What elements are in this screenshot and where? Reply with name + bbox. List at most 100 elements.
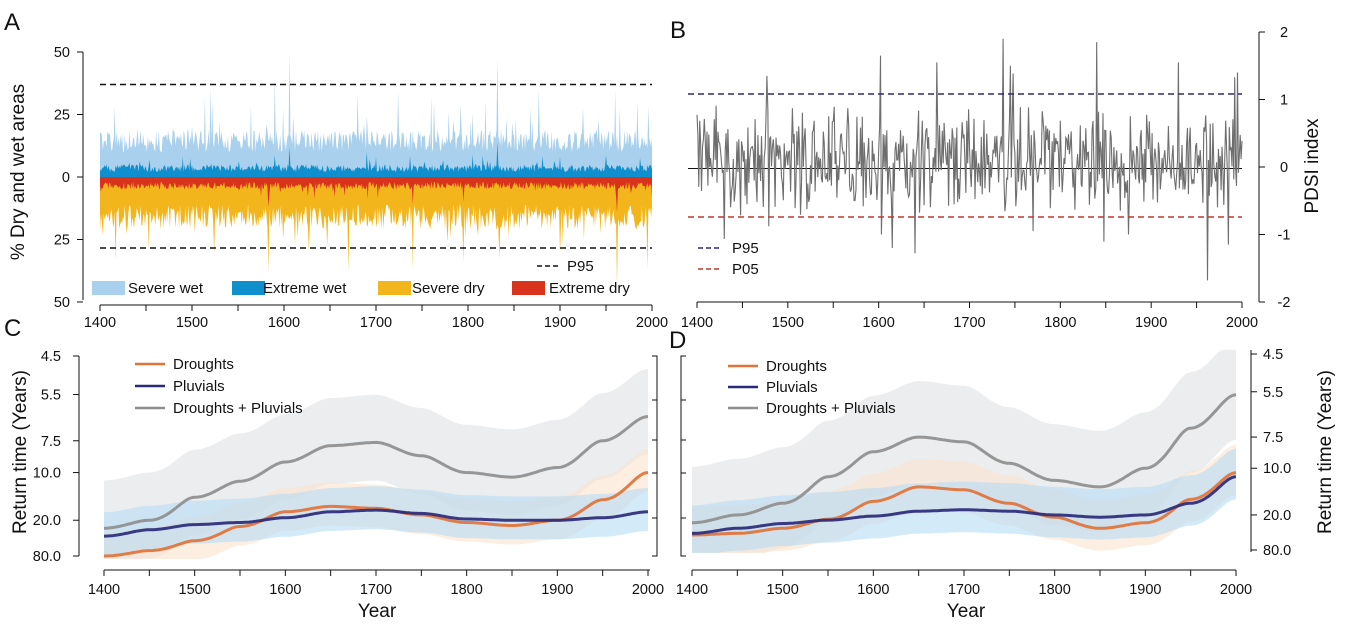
panel-c-y-label: Return time (Years) (10, 370, 31, 534)
legend-a-extreme-dry-swatch (512, 281, 545, 295)
panel-d-x-tick-label: 1500 (767, 582, 799, 598)
panel-d-x-tick-label: 1600 (857, 582, 889, 598)
panel-b-x-tick-label: 1400 (681, 315, 713, 331)
panel-c-line-droughts-pluvials (104, 415, 649, 530)
panel-a-letter: A (4, 9, 20, 36)
panel-a-x-tick-label: 1900 (544, 315, 576, 331)
panel-b-x-tick-label: 1600 (863, 315, 895, 331)
panel-d-letter: D (669, 327, 686, 354)
legend-a-severe-dry-label: Severe dry (412, 280, 485, 297)
panel-a-x-ticks: 1400 1500 1600 1700 1800 1900 2000 (84, 305, 668, 331)
panel-a-y-tick-label: 50 (54, 295, 70, 311)
legend-d-both-label: Droughts + Pluvials (766, 400, 896, 417)
panel-d-y-tick-label: 20.0 (1263, 508, 1291, 524)
panel-a-x-tick-label: 2000 (636, 315, 668, 331)
panel-d-x-tick-label: 1400 (676, 582, 708, 598)
legend-a-extreme-wet-label: Extreme wet (263, 280, 347, 297)
panel-c-right-axis (652, 355, 658, 557)
panel-c-band-1 (104, 486, 648, 556)
panel-c-x-tick-label: 1900 (541, 582, 573, 598)
panel-d-line-droughts (692, 471, 1237, 537)
legend-c-pluvials-label: Pluvials (173, 378, 225, 395)
panel-a-y-tick-label: 50 (54, 45, 70, 61)
panel-c-bands (104, 368, 648, 559)
panel-b-letter: B (670, 17, 686, 44)
panel-b-x-tick-label: 1700 (953, 315, 985, 331)
panel-c-y-tick-label: 20.0 (33, 513, 61, 529)
panel-b-pdsi-line (696, 38, 1243, 281)
legend-b-p95-label: P95 (732, 240, 759, 257)
panel-a: A % Dry and wet areas 50 25 0 25 50 1400 1500… (4, 9, 668, 331)
panel-c: C Return time (Years) 4.5 5.5 7.5 10.0 20.0 8… (4, 315, 664, 622)
panel-d-x-ticks: 1400 1500 1600 1700 1800 1900 2000 (676, 570, 1252, 598)
legend-a-extreme-wet-swatch (232, 281, 265, 295)
panel-c-x-label: Year (358, 601, 397, 622)
panel-c-y-tick-label: 10.0 (33, 466, 61, 482)
panel-b-y-tick-label: -1 (1278, 228, 1291, 244)
panel-c-letter: C (4, 315, 21, 342)
panel-a-areas (100, 52, 652, 287)
panel-d-y-label: Return time (Years) (1315, 370, 1336, 534)
panel-c-y-tick-label: 4.5 (41, 349, 61, 365)
panel-d-x-tick-label: 2000 (1220, 582, 1252, 598)
panel-c-y-ticks: 4.5 5.5 7.5 10.0 20.0 80.0 (33, 349, 79, 565)
panel-d-y-ticks: 4.5 5.5 7.5 10.0 20.0 80.0 (1251, 347, 1291, 559)
panel-a-y-label: % Dry and wet areas (8, 84, 29, 260)
panel-c-x-tick-label: 1600 (269, 582, 301, 598)
panel-a-area-extreme-dry (100, 177, 652, 212)
panel-c-legend: Droughts Pluvials Droughts + Pluvials (135, 356, 303, 417)
legend-b-p05-label: P05 (732, 261, 759, 278)
panel-d-x-tick-label: 1900 (1129, 582, 1161, 598)
panel-a-y-tick-label: 0 (62, 170, 70, 186)
panel-a-y-ticks: 50 25 0 25 50 (54, 45, 83, 311)
panel-d-x-tick-label: 1800 (1039, 582, 1071, 598)
panel-d-y-tick-label: 5.5 (1263, 385, 1283, 401)
panel-d-left-axis (680, 355, 686, 557)
legend-a-severe-dry-swatch (378, 281, 411, 295)
panel-a-x-tick-label: 1500 (176, 315, 208, 331)
legend-c-both-label: Droughts + Pluvials (173, 400, 303, 417)
panel-c-y-tick-label: 5.5 (41, 388, 61, 404)
panel-b-y-ticks: -2 -1 0 1 2 (1259, 25, 1290, 311)
panel-d-left-ticks (681, 399, 686, 519)
panel-b-legend: P95 P05 (698, 240, 759, 278)
panel-c-lines (104, 415, 649, 558)
panel-d-y-tick-label: 4.5 (1263, 347, 1283, 363)
legend-a-severe-wet-label: Severe wet (128, 280, 204, 297)
panel-d-legend: Droughts Pluvials Droughts + Pluvials (728, 358, 896, 417)
legend-c-droughts-label: Droughts (173, 356, 234, 373)
panel-c-y-tick-label: 80.0 (33, 549, 61, 565)
panel-c-y-tick-label: 7.5 (41, 434, 61, 450)
panel-c-x-tick-label: 1400 (88, 582, 120, 598)
panel-a-y-tick-label: 25 (54, 108, 70, 124)
panel-b-x-tick-label: 1900 (1135, 315, 1167, 331)
panel-a-area-severe-dry (100, 177, 652, 287)
panel-b-y-tick-label: 2 (1280, 25, 1288, 41)
panel-d-line-droughts-pluvials (692, 393, 1237, 525)
panel-d-y-tick-label: 80.0 (1263, 543, 1291, 559)
panel-a-x-tick-label: 1700 (360, 315, 392, 331)
legend-d-droughts-label: Droughts (766, 358, 827, 375)
panel-d-y-tick-label: 7.5 (1263, 430, 1283, 446)
panel-d-line-pluvials (691, 475, 1237, 535)
panel-a-x-tick-label: 1800 (452, 315, 484, 331)
panel-b-y-tick-label: 0 (1280, 160, 1288, 176)
panel-b-x-ticks: 1400 1500 1600 1700 1800 1900 2000 (681, 302, 1258, 331)
panel-b-x-tick-label: 1500 (772, 315, 804, 331)
panel-b-x-tick-label: 1800 (1044, 315, 1076, 331)
panel-b-x-tick-label: 2000 (1226, 315, 1258, 331)
legend-d-pluvials-label: Pluvials (766, 379, 818, 396)
panel-c-right-ticks (652, 399, 657, 519)
panel-b-y-tick-label: -2 (1278, 295, 1291, 311)
panel-a-y-tick-label: 25 (54, 233, 70, 249)
legend-a-p95-label: P95 (567, 258, 594, 275)
panel-b-y-label: PDSI index (1302, 118, 1323, 214)
panel-d-lines (691, 393, 1237, 537)
panel-c-line-pluvials (104, 508, 649, 538)
panel-d: D Return time (Years) 4.5 5.5 7.5 10.0 20.0 8… (669, 327, 1336, 622)
panel-c-x-tick-label: 1800 (451, 582, 483, 598)
panel-a-legend: P95 Severe wet Extreme wet Severe dry Ex… (92, 258, 630, 297)
panel-d-y-tick-label: 10.0 (1263, 461, 1291, 477)
panel-c-x-tick-label: 1500 (179, 582, 211, 598)
